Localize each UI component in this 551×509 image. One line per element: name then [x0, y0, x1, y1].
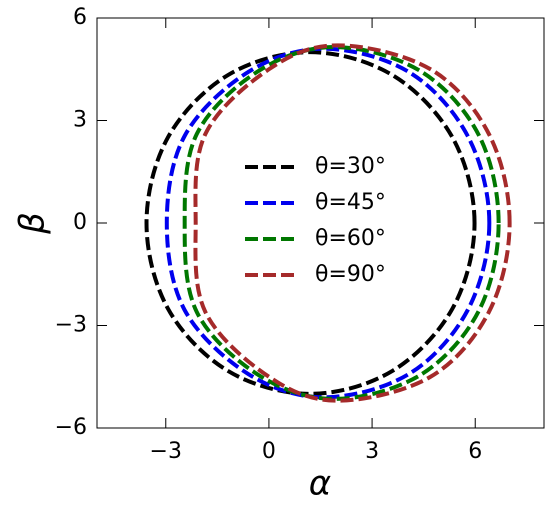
y-tick-label: −6 — [55, 415, 87, 440]
series-line — [144, 50, 477, 396]
y-tick-label: 6 — [73, 5, 87, 30]
legend-label: θ=45° — [315, 190, 386, 215]
x-tick-label: −3 — [150, 439, 182, 464]
y-tick-label: 3 — [73, 108, 87, 133]
series-line — [182, 45, 501, 401]
series-line — [193, 43, 512, 403]
x-tick-label: 0 — [262, 439, 276, 464]
y-axis-label: β — [13, 212, 53, 235]
legend-label: θ=30° — [315, 154, 386, 179]
x-tick-label: 3 — [365, 439, 379, 464]
x-tick-label: 6 — [468, 439, 482, 464]
legend-label: θ=90° — [315, 262, 386, 287]
x-axis-label: α — [309, 464, 331, 504]
legend-label: θ=60° — [315, 226, 386, 251]
y-tick-label: 0 — [73, 210, 87, 235]
series-line — [164, 46, 492, 400]
y-tick-label: −3 — [55, 313, 87, 338]
plot-frame — [96, 17, 545, 429]
